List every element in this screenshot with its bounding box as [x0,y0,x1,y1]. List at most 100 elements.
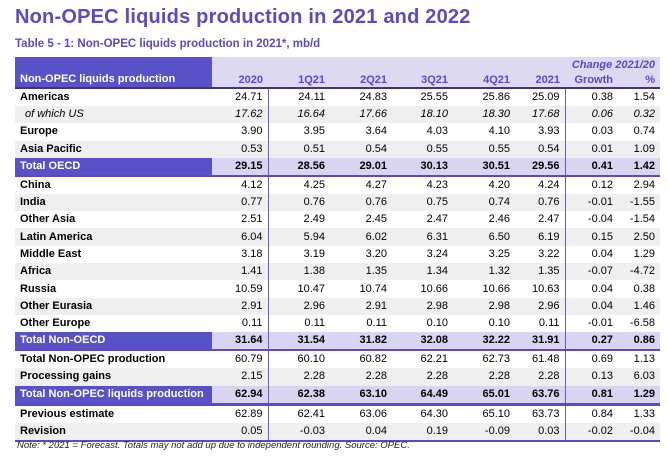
table-row: Russia 10.59 10.47 10.74 10.66 10.66 10.63 0.04… [15,280,660,298]
data-cell: 2.15 [212,368,269,386]
data-cell: 0.11 [515,314,566,333]
data-cell: 0.55 [392,140,453,158]
table-row: Americas 24.71 24.11 24.83 25.55 25.86 25.09 0.… [15,88,660,106]
data-cell: 3.22 [515,245,566,264]
table-row: Total Non-OPEC liquids production 62.94 62… [15,385,660,406]
table-row: Total Non-OECD 31.64 31.54 31.82 32.08 32.22 3… [15,332,660,352]
data-cell: 17.62 [212,106,269,124]
data-cell: 1.09 [618,140,660,158]
row-label: Asia Pacific [15,140,212,158]
production-table: Non-OPEC liquids production Change 2021/… [15,57,660,442]
data-cell: 4.20 [488,178,510,191]
data-cell: 16.64 [268,106,330,124]
table-body: Americas 24.71 24.11 24.83 25.55 25.86 25.09 0.… [15,88,660,442]
row-label: Russia [20,282,57,295]
data-cell: 17.66 [330,106,392,124]
data-cell: 0.19 [392,422,453,442]
header-spacer [212,57,565,73]
data-cell: 0.53 [212,140,269,158]
data-cell: 62.21 [420,353,448,366]
data-cell: 3.25 [488,247,510,260]
data-cell: 0.69 [591,353,613,366]
data-cell: 63.06 [359,407,387,420]
data-cell: 4.03 [426,125,448,138]
data-cell: 0.41 [565,157,618,177]
data-cell: 0.76 [330,193,392,212]
data-cell: 2.28 [268,368,330,386]
data-cell: 2.51 [212,211,269,229]
data-cell: 18.30 [453,106,515,124]
data-cell: 62.73 [482,353,510,366]
data-cell: 10.59 [212,280,269,298]
column-header: 4Q21 [453,73,515,89]
data-cell: 0.76 [268,193,330,212]
data-cell: 25.86 [482,91,510,103]
data-cell: 0.27 [565,332,618,352]
data-cell: 0.15 [565,228,618,246]
data-cell: 0.81 [565,385,618,406]
row-label: Other Europe [20,317,91,330]
column-header: 2020 [212,73,268,89]
data-cell: 2.98 [392,297,453,315]
table-row: Middle East 3.18 3.19 3.20 3.24 3.25 3.22 0.04 1… [15,245,660,264]
data-cell: 1.32 [453,263,515,281]
data-cell: 2.91 [330,297,392,315]
data-cell: 2.47 [426,213,448,226]
data-cell: 24.11 [298,91,325,103]
data-cell: 2.46 [488,213,510,226]
data-cell: -0.09 [453,422,515,442]
data-cell: 17.68 [515,106,566,124]
data-cell: -0.01 [587,317,613,330]
corner-header-label: Non-OPEC liquids production [15,57,212,89]
data-cell: 31.82 [330,332,392,352]
data-cell: 0.84 [591,407,613,420]
data-cell: 0.75 [392,193,453,212]
table-row: Total OECD 29.15 28.56 29.01 30.13 30.51 29.56… [15,157,660,177]
table-row: Previous estimate 62.89 62.41 63.06 64.30 65.… [15,404,660,423]
data-cell: 0.03 [515,422,566,442]
data-cell: 0.51 [268,140,330,158]
data-cell: 60.79 [212,350,269,369]
change-period-header: Change 2021/20 [565,57,660,73]
table-row: Other Eurasia 2.91 2.96 2.91 2.98 2.98 2.96 0.0… [15,297,660,315]
row-label: Middle East [20,247,82,260]
data-cell: 1.13 [633,353,655,366]
row-label: Latin America [15,228,212,246]
table-row: Asia Pacific 0.53 0.51 0.54 0.55 0.55 0.54 0.01… [15,140,660,158]
data-cell: 25.09 [515,88,566,106]
data-cell: 4.27 [365,178,387,191]
data-cell: 31.91 [515,332,566,352]
table-row: Latin America 6.04 5.94 6.02 6.31 6.50 6.19 0.1… [15,228,660,246]
table-row: Other Asia 2.51 2.49 2.45 2.47 2.46 2.47 -0.04 -… [15,211,660,229]
row-label: Revision [15,422,212,442]
data-cell: 4.10 [488,125,510,138]
data-cell: 31.54 [268,332,330,352]
data-cell: 3.64 [365,125,387,138]
data-cell: 1.35 [330,263,392,281]
data-cell: 25.55 [420,91,448,103]
data-cell: 6.50 [453,228,515,246]
data-cell: 0.10 [426,317,448,330]
data-cell: 0.11 [304,317,325,330]
table-row: Other Europe 0.11 0.11 0.11 0.10 0.10 0.11 -0.0… [15,314,660,333]
data-cell: 0.04 [330,422,392,442]
data-cell: 0.03 [591,125,613,138]
row-label: Other Eurasia [15,297,212,315]
data-cell: 24.83 [359,91,387,103]
table-row: Processing gains 2.15 2.28 2.28 2.28 2.28 2.28… [15,368,660,386]
data-cell: 1.54 [633,91,655,103]
data-cell: 2.28 [453,368,515,386]
data-cell: 5.94 [268,228,330,246]
data-cell: 62.41 [297,407,325,420]
data-cell: 0.77 [212,193,269,212]
data-cell: 62.94 [212,385,269,406]
data-cell: 63.73 [515,404,566,423]
data-cell: 63.76 [515,385,566,406]
data-cell: 1.29 [633,247,655,260]
data-cell: 1.41 [212,263,269,281]
page-title: Non-OPEC liquids production in 2021 and … [15,6,471,28]
data-cell: 2.50 [618,228,660,246]
data-cell: 3.90 [212,123,269,141]
data-cell: 60.82 [359,353,387,366]
